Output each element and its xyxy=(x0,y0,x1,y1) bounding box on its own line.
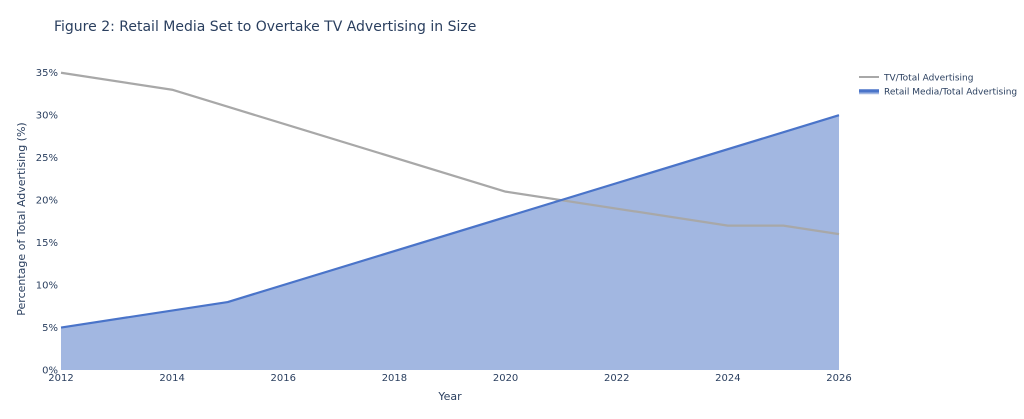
x-axis-title: Year xyxy=(437,390,462,403)
y-axis-title: Percentage of Total Advertising (%) xyxy=(15,122,28,315)
y-tick-label: 35% xyxy=(36,68,58,79)
chart-title: Figure 2: Retail Media Set to Overtake T… xyxy=(54,19,476,35)
x-tick-label: 2016 xyxy=(271,373,296,384)
x-tick-label: 2012 xyxy=(48,373,73,384)
y-tick-label: 5% xyxy=(42,323,58,334)
plot-area xyxy=(60,71,840,371)
y-tick-label: 15% xyxy=(36,238,58,249)
y-axis: 0% 5% 10% 15% 20% 25% 30% 35% xyxy=(36,68,58,376)
x-tick-label: 2026 xyxy=(826,373,851,384)
series-line-tv xyxy=(60,71,840,236)
y-tick-label: 20% xyxy=(36,196,58,207)
legend-label: Retail Media/Total Advertising xyxy=(884,88,1017,98)
x-tick-label: 2020 xyxy=(493,373,518,384)
x-tick-label: 2022 xyxy=(604,373,629,384)
x-axis: 2012 2014 2016 2018 2020 2022 2024 2026 xyxy=(48,373,851,384)
legend-label: TV/Total Advertising xyxy=(883,74,973,84)
y-tick-label: 10% xyxy=(36,281,58,292)
y-tick-label: 25% xyxy=(36,153,58,164)
series-line-retail-media xyxy=(60,114,840,329)
series-area-fill-retail-media xyxy=(61,115,839,371)
y-tick-label: 30% xyxy=(36,111,58,122)
x-tick-label: 2014 xyxy=(159,373,184,384)
x-tick-label: 2024 xyxy=(715,373,740,384)
x-tick-label: 2018 xyxy=(382,373,407,384)
y-tick-label: 0% xyxy=(42,366,58,377)
legend: TV/Total Advertising Retail Media/Total A… xyxy=(859,74,1017,98)
